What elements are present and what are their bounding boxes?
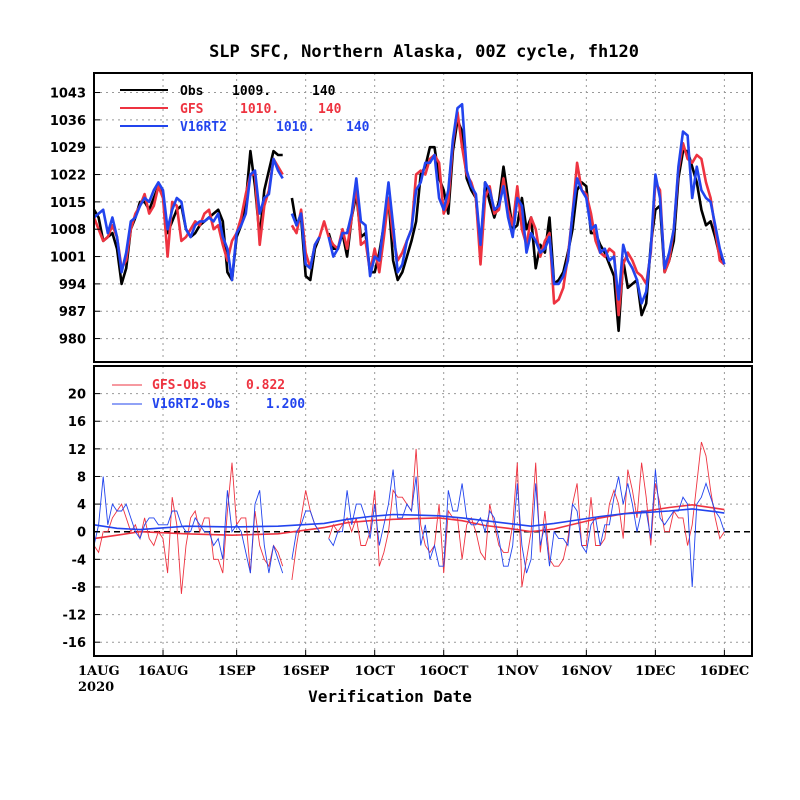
y-tick-label: 8 xyxy=(77,470,86,485)
chart-title: SLP SFC, Northern Alaska, 00Z cycle, fh1… xyxy=(209,42,639,62)
legend-stat1-v16rt2: 1010. xyxy=(276,120,315,135)
top-panel-series xyxy=(92,102,726,333)
y-tick-label: 1001 xyxy=(50,251,86,266)
y-tick-label: 980 xyxy=(59,333,86,348)
x-tick-label: 1SEP xyxy=(218,664,256,679)
x-tick-label: 16DEC xyxy=(700,664,750,679)
x-tick-label: 1NOV xyxy=(496,664,539,679)
y-tick-label: 987 xyxy=(59,305,86,320)
legend-label-v16rt2: V16RT2 xyxy=(180,120,227,135)
x-tick-label: 16AUG xyxy=(138,664,189,679)
legend-label-gfs: GFS xyxy=(180,102,204,117)
top-legend: Obs 1009. 140 GFS 1010. 140 V16RT2 1010.… xyxy=(120,84,370,135)
legend-stat-v16rt2-obs: 1.200 xyxy=(266,397,305,412)
x-tick-label: 1DEC xyxy=(635,664,676,679)
y-tick-label: 1043 xyxy=(50,87,86,102)
top-y-axis-ticks: 980 987 994 1001 1008 1015 1022 1029 1036 1043 xyxy=(50,87,100,348)
legend-stat-gfs-obs: 0.822 xyxy=(246,378,285,393)
y-tick-label: 4 xyxy=(77,498,86,513)
top-panel-grid xyxy=(94,73,752,362)
bottom-panel-series xyxy=(93,441,752,594)
legend-label-obs: Obs xyxy=(180,84,203,99)
legend-stat2-gfs: 140 xyxy=(318,102,342,117)
series-line-v16rt2-obs-mean xyxy=(93,508,725,531)
y-tick-label: -16 xyxy=(63,636,87,651)
x-year-label: 2020 xyxy=(78,680,114,695)
legend-stat1-obs: 1009. xyxy=(232,84,271,99)
series-line-v16rt2 xyxy=(93,102,726,305)
bottom-panel-frame xyxy=(93,365,753,657)
y-tick-label: -12 xyxy=(63,609,87,624)
x-tick-label: 1OCT xyxy=(354,664,395,679)
x-tick-label: 16NOV xyxy=(561,664,613,679)
bottom-y-axis-ticks: -16 -12 -8 -4 0 4 8 12 16 20 xyxy=(63,388,100,651)
y-tick-label: 16 xyxy=(68,415,86,430)
x-tick-label: 1AUG xyxy=(78,664,120,679)
y-tick-label: 994 xyxy=(59,278,86,293)
y-tick-label: -8 xyxy=(72,581,86,596)
bottom-panel-grid xyxy=(94,366,752,656)
y-tick-label: 1029 xyxy=(50,141,86,156)
bottom-legend: GFS-Obs 0.822 V16RT2-Obs 1.200 xyxy=(112,378,305,412)
x-axis-ticks: 1AUG 16AUG 1SEP 16SEP 1OCT 16OCT 1NOV 16NOV 1DEC… xyxy=(78,650,749,679)
y-tick-label: 1008 xyxy=(50,223,86,238)
legend-stat1-gfs: 1010. xyxy=(240,102,279,117)
legend-label-v16rt2-obs: V16RT2-Obs xyxy=(152,397,230,412)
x-tick-label: 16SEP xyxy=(282,664,329,679)
top-panel-frame xyxy=(93,72,753,363)
y-tick-label: 1036 xyxy=(50,114,86,129)
y-tick-label: 0 xyxy=(77,526,86,541)
legend-label-gfs-obs: GFS-Obs xyxy=(152,378,207,393)
legend-stat2-v16rt2: 140 xyxy=(346,120,370,135)
series-line-v16rt2-obs-daily xyxy=(93,469,725,588)
legend-stat2-obs: 140 xyxy=(312,84,336,99)
y-tick-label: 20 xyxy=(68,388,86,403)
x-axis-label: Verification Date xyxy=(308,687,472,706)
y-tick-label: -4 xyxy=(72,553,86,568)
y-tick-label: 12 xyxy=(68,443,86,458)
y-tick-label: 1015 xyxy=(50,196,86,211)
y-tick-label: 1022 xyxy=(50,169,86,184)
x-tick-label: 16OCT xyxy=(419,664,469,679)
